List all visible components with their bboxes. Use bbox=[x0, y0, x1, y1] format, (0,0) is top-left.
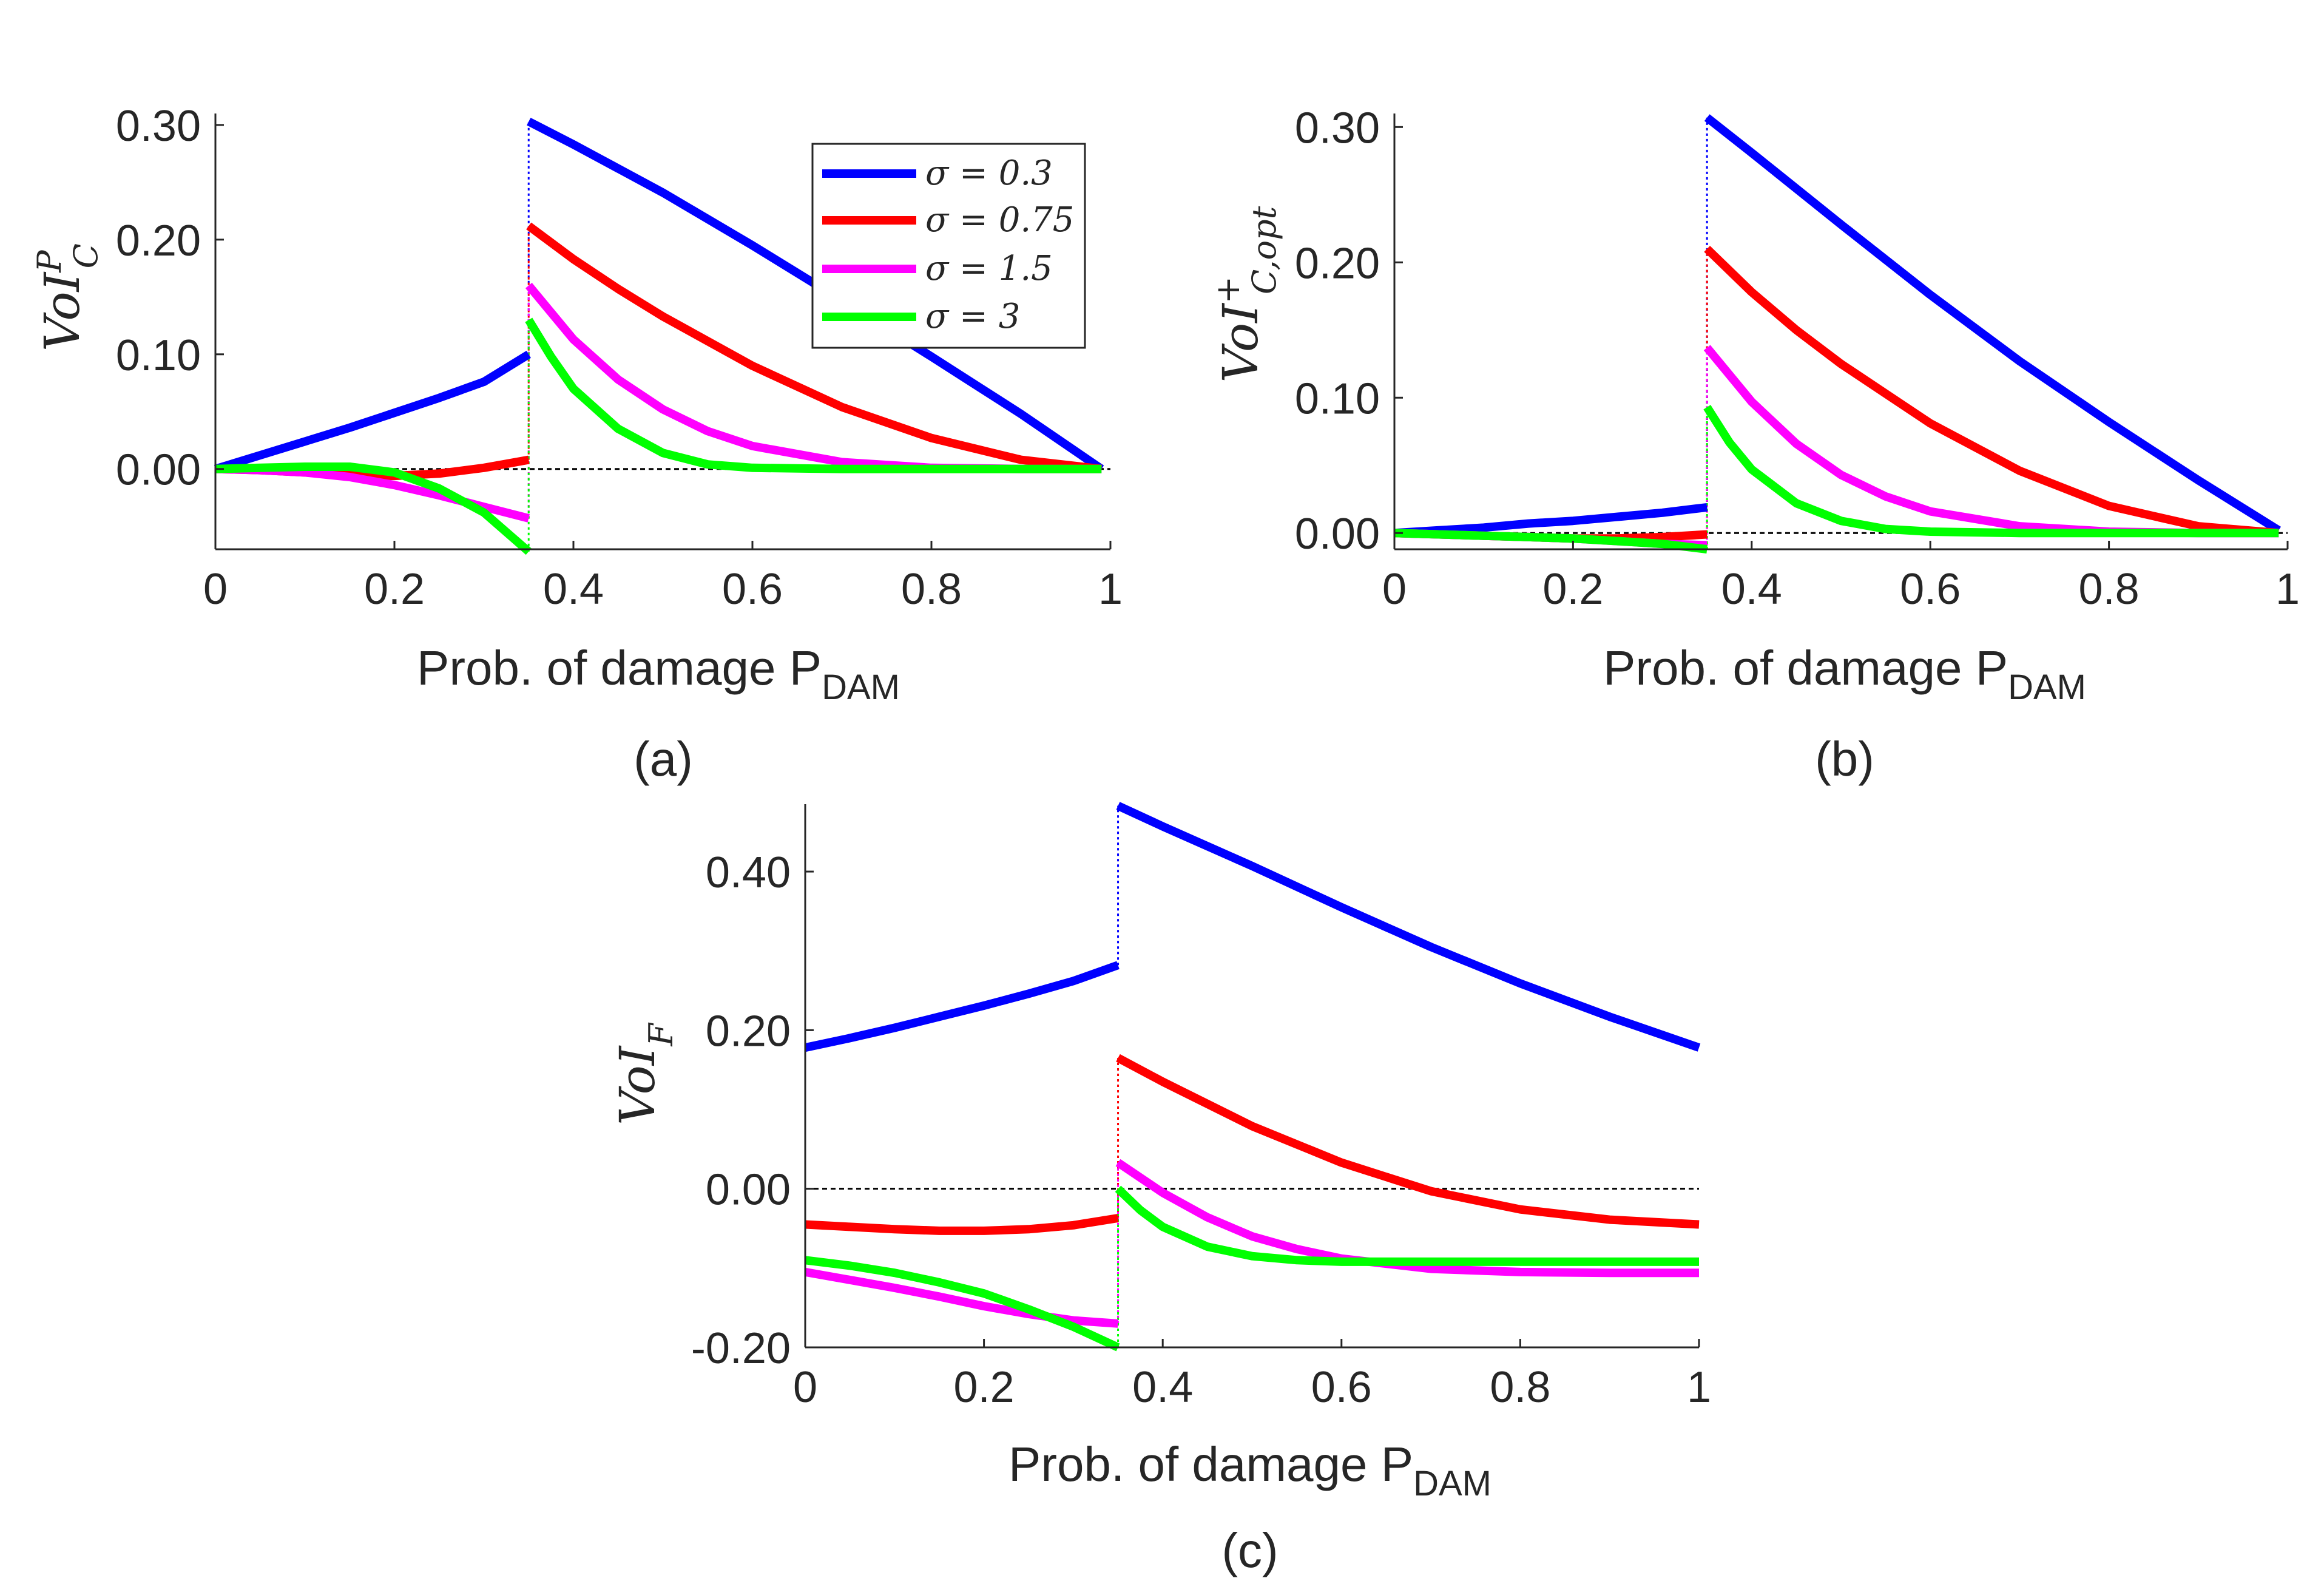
panel-a-xlabel: Prob. of damage PDAM bbox=[417, 641, 900, 707]
panel-c-yticks: -0.20 0.00 0.20 0.40 bbox=[691, 848, 814, 1373]
legend-label: σ = 0.3 bbox=[925, 154, 1053, 193]
series-line--0.75-right bbox=[1116, 1054, 1700, 1229]
y-tick-label: 0.00 bbox=[116, 446, 201, 495]
y-tick-label: 0.20 bbox=[706, 1007, 791, 1055]
panel-b-ylabel: VoI+C,opt bbox=[1209, 206, 1283, 382]
x-tick-label: 0.6 bbox=[722, 565, 783, 614]
series-line--3-left bbox=[805, 1256, 1120, 1352]
panel-a-yticks: 0.00 0.10 0.20 0.30 bbox=[116, 102, 224, 495]
x-tick-label: 0.8 bbox=[2079, 565, 2140, 614]
legend-entry: σ = 1.5 bbox=[822, 249, 1053, 288]
legend-label: σ = 0.75 bbox=[925, 200, 1074, 240]
y-tick-label: 0.10 bbox=[1295, 374, 1380, 423]
series-line--0.3-right bbox=[527, 117, 1104, 473]
x-tick-label: 0.4 bbox=[1132, 1363, 1193, 1412]
x-tick-label: 0.4 bbox=[543, 565, 604, 614]
panel-c-ylabel: VoIF bbox=[609, 1022, 680, 1125]
panel-b-series bbox=[1394, 114, 2281, 554]
series-line--0.75-right bbox=[526, 222, 1103, 473]
series-line--0.3-left bbox=[214, 350, 531, 473]
series-line--0.3-left bbox=[804, 961, 1120, 1052]
legend-label: σ = 1.5 bbox=[925, 249, 1053, 288]
y-tick-label: 0.00 bbox=[706, 1166, 791, 1214]
panel-a-caption: (a) bbox=[633, 732, 693, 786]
x-tick-label: 1 bbox=[1098, 565, 1123, 614]
legend-entry: σ = 0.75 bbox=[822, 200, 1074, 240]
x-tick-label: 1 bbox=[1687, 1363, 1711, 1412]
series-line--3-right bbox=[525, 317, 1102, 473]
y-tick-label: 0.40 bbox=[706, 848, 791, 897]
legend: σ = 0.3 σ = 0.75 σ = 1.5 σ = 3 bbox=[811, 143, 1086, 349]
panel-a-series bbox=[214, 117, 1104, 555]
x-tick-label: 0 bbox=[1382, 565, 1407, 614]
series-line--0.75-right bbox=[1704, 245, 2279, 538]
legend-entry: σ = 0.3 bbox=[822, 154, 1053, 193]
x-tick-label: 1 bbox=[2275, 565, 2300, 614]
panel-a: 0 0.2 0.4 0.6 0.8 1 0.00 0.10 0.20 0.30 Prob. of… bbox=[30, 102, 1123, 786]
y-tick-label: 0.20 bbox=[1295, 239, 1380, 288]
legend-label: σ = 3 bbox=[925, 297, 1020, 336]
y-tick-label: 0.20 bbox=[116, 217, 201, 265]
series-line--1.5-right bbox=[1115, 1159, 1699, 1278]
panel-b-axes bbox=[1393, 113, 2288, 550]
y-tick-label: 0.00 bbox=[1295, 510, 1380, 558]
panel-b-caption: (b) bbox=[1815, 732, 1874, 786]
series-line--0.3-right bbox=[1704, 114, 2281, 534]
series-line--3-right bbox=[1703, 405, 2279, 538]
y-tick-label: 0.30 bbox=[116, 102, 201, 151]
y-tick-label: 0.10 bbox=[116, 331, 201, 380]
panel-b-xticks: 0 0.2 0.4 0.6 0.8 1 bbox=[1382, 541, 2300, 614]
series-line--0.3-right bbox=[1116, 802, 1701, 1052]
x-tick-label: 0.8 bbox=[1490, 1363, 1550, 1412]
y-tick-label: 0.30 bbox=[1295, 104, 1380, 152]
panel-b-yticks: 0.00 0.10 0.20 0.30 bbox=[1295, 104, 1403, 558]
series-line--0.3-left bbox=[1394, 503, 1708, 538]
x-tick-label: 0.6 bbox=[1311, 1363, 1372, 1412]
panel-b: 0 0.2 0.4 0.6 0.8 1 0.00 0.10 0.20 0.30 Prob. of… bbox=[1209, 104, 2300, 786]
x-tick-label: 0 bbox=[793, 1363, 817, 1412]
panel-c: 0 0.2 0.4 0.6 0.8 1 -0.20 0.00 0.20 0.40 Prob. o… bbox=[609, 802, 1711, 1577]
legend-entry: σ = 3 bbox=[822, 297, 1020, 336]
panel-c-series bbox=[804, 802, 1701, 1352]
x-tick-label: 0 bbox=[203, 565, 228, 614]
panel-c-xticks: 0 0.2 0.4 0.6 0.8 1 bbox=[793, 1339, 1711, 1412]
panel-a-xticks: 0 0.2 0.4 0.6 0.8 1 bbox=[203, 541, 1123, 614]
series-line--1.5-left bbox=[804, 1268, 1118, 1328]
panel-c-xlabel: Prob. of damage PDAM bbox=[1008, 1437, 1491, 1503]
x-tick-label: 0.4 bbox=[1721, 565, 1782, 614]
panel-a-axes bbox=[214, 113, 1110, 550]
series-line--3-left bbox=[215, 462, 532, 555]
panel-c-caption: (c) bbox=[1221, 1523, 1278, 1577]
panel-b-xlabel: Prob. of damage PDAM bbox=[1603, 641, 2086, 707]
x-tick-label: 0.2 bbox=[954, 1363, 1015, 1412]
panel-c-axes bbox=[804, 804, 1699, 1349]
x-tick-label: 0.2 bbox=[364, 565, 425, 614]
series-line--3-right bbox=[1115, 1185, 1699, 1266]
x-tick-label: 0.8 bbox=[901, 565, 962, 614]
series-line--0.75-left bbox=[805, 1214, 1119, 1235]
series-line--3-left bbox=[1394, 529, 1708, 554]
x-tick-label: 0.2 bbox=[1542, 565, 1603, 614]
y-tick-label: -0.20 bbox=[691, 1324, 791, 1373]
x-tick-label: 0.6 bbox=[1900, 565, 1961, 614]
panel-a-ylabel: VoIPC bbox=[30, 243, 105, 351]
